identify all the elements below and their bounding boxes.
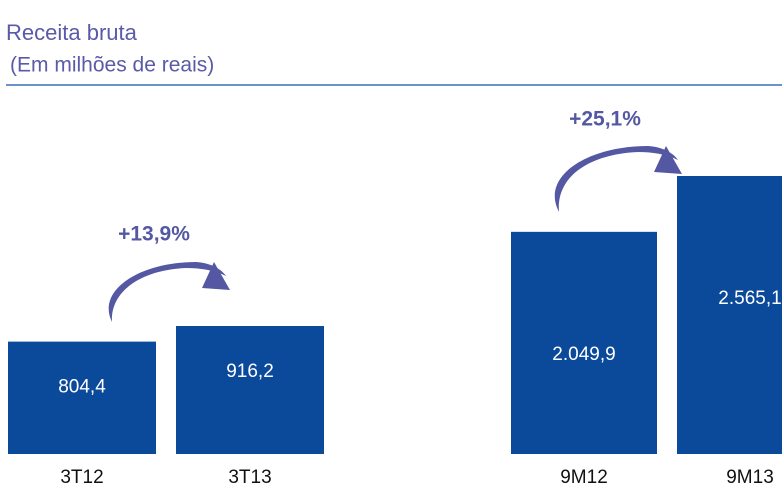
- x-tick-label: 3T12: [60, 467, 103, 488]
- bar: [677, 176, 782, 454]
- value-label: 2.565,1: [718, 288, 781, 309]
- subtitle: (Em milhões de reais): [10, 54, 214, 77]
- bar: [176, 326, 324, 454]
- bar: [8, 341, 156, 454]
- x-tick-label: 9M12: [560, 467, 608, 488]
- x-tick-label: 3T13: [228, 467, 271, 488]
- annotation: +25,1%: [569, 108, 641, 131]
- title: Receita bruta: [6, 20, 138, 45]
- value-label: 804,4: [58, 377, 106, 398]
- bar: [511, 231, 657, 454]
- x-tick-label: 9M13: [726, 467, 774, 488]
- annotation: +13,9%: [118, 223, 190, 246]
- arrow-right: [554, 146, 682, 212]
- value-label: 2.049,9: [552, 344, 615, 365]
- value-label: 916,2: [226, 361, 274, 382]
- arrow-left: [108, 262, 230, 322]
